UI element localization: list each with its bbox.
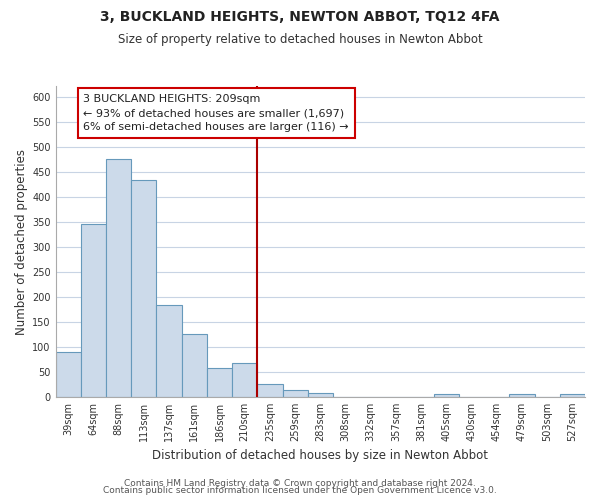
Bar xyxy=(207,368,232,397)
Bar xyxy=(182,334,207,397)
Bar xyxy=(283,390,308,397)
Text: Contains public sector information licensed under the Open Government Licence v3: Contains public sector information licen… xyxy=(103,486,497,495)
Bar xyxy=(560,394,585,397)
Text: 3 BUCKLAND HEIGHTS: 209sqm
← 93% of detached houses are smaller (1,697)
6% of se: 3 BUCKLAND HEIGHTS: 209sqm ← 93% of deta… xyxy=(83,94,349,132)
Bar xyxy=(434,394,459,397)
Bar xyxy=(509,394,535,397)
Bar xyxy=(131,180,157,397)
Bar xyxy=(106,159,131,397)
Bar xyxy=(56,352,81,397)
Text: 3, BUCKLAND HEIGHTS, NEWTON ABBOT, TQ12 4FA: 3, BUCKLAND HEIGHTS, NEWTON ABBOT, TQ12 … xyxy=(100,10,500,24)
Bar xyxy=(81,224,106,397)
Y-axis label: Number of detached properties: Number of detached properties xyxy=(15,148,28,334)
Text: Size of property relative to detached houses in Newton Abbot: Size of property relative to detached ho… xyxy=(118,32,482,46)
Text: Contains HM Land Registry data © Crown copyright and database right 2024.: Contains HM Land Registry data © Crown c… xyxy=(124,478,476,488)
Bar xyxy=(232,363,257,397)
Bar xyxy=(157,305,182,397)
Bar xyxy=(308,394,333,397)
X-axis label: Distribution of detached houses by size in Newton Abbot: Distribution of detached houses by size … xyxy=(152,450,488,462)
Bar xyxy=(257,384,283,397)
